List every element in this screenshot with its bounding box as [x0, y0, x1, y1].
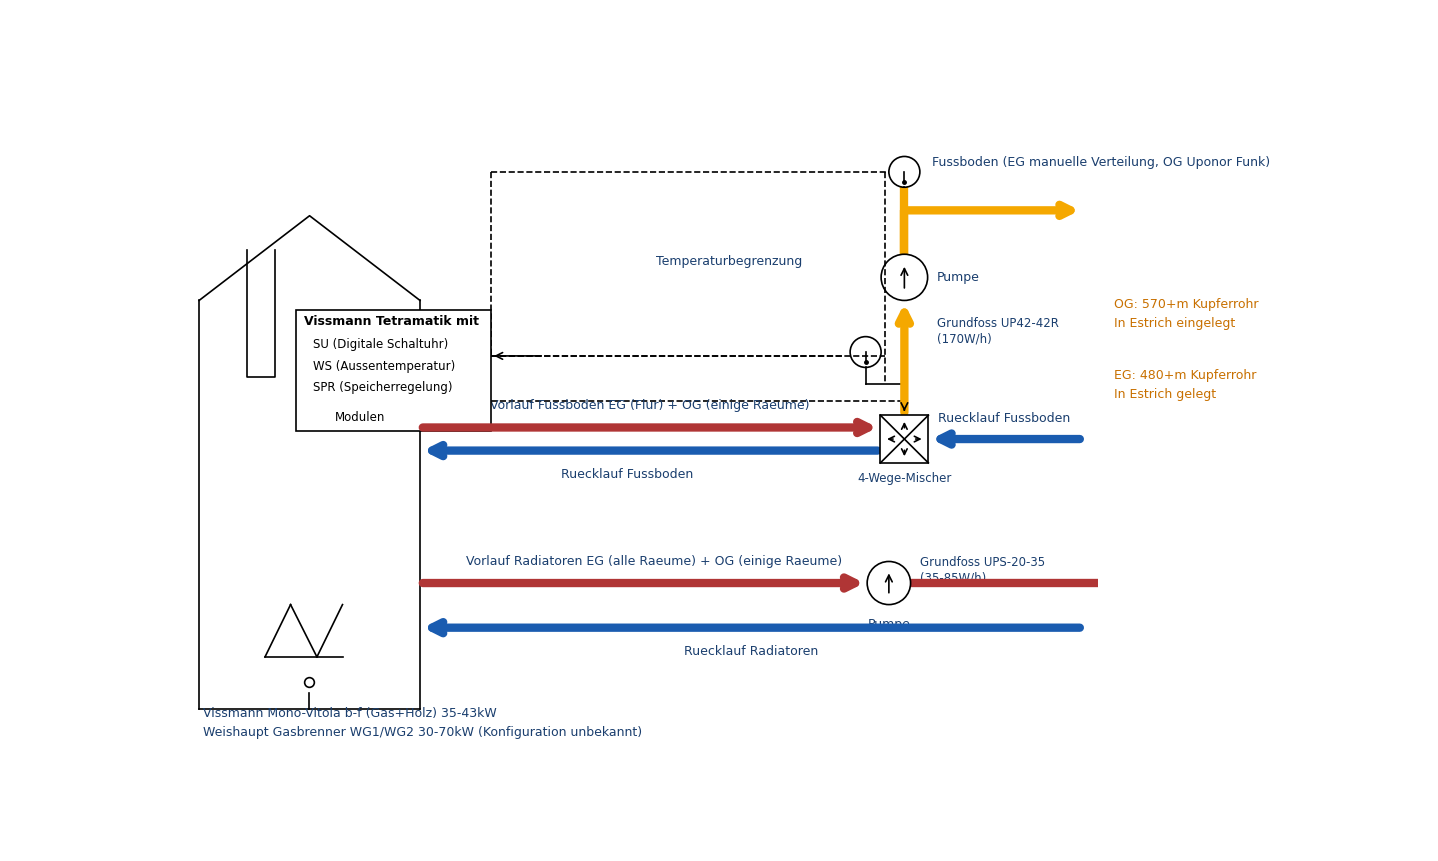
Text: 4-Wege-Mischer: 4-Wege-Mischer — [857, 472, 952, 485]
FancyBboxPatch shape — [296, 310, 492, 431]
Text: OG: 570+m Kupferrohr
In Estrich eingelegt: OG: 570+m Kupferrohr In Estrich eingeleg… — [1113, 298, 1258, 330]
Text: Ruecklauf Radiatoren: Ruecklauf Radiatoren — [684, 645, 818, 658]
Text: EG: 480+m Kupferrohr
In Estrich gelegt: EG: 480+m Kupferrohr In Estrich gelegt — [1113, 369, 1255, 401]
Text: Pumpe: Pumpe — [867, 618, 910, 631]
Text: Vorlauf Fussboden EG (Flur) + OG (einige Raeume): Vorlauf Fussboden EG (Flur) + OG (einige… — [490, 400, 810, 412]
Text: Vorlauf Radiatoren EG (alle Raeume) + OG (einige Raeume): Vorlauf Radiatoren EG (alle Raeume) + OG… — [466, 554, 843, 567]
Text: Vissmann Tetramatik mit: Vissmann Tetramatik mit — [303, 315, 479, 328]
Text: WS (Aussentemperatur): WS (Aussentemperatur) — [313, 360, 456, 373]
Text: Temperaturbegrenzung: Temperaturbegrenzung — [656, 256, 802, 269]
Text: SPR (Speicherregelung): SPR (Speicherregelung) — [313, 381, 453, 394]
Text: Grundfoss UP42-42R
(170W/h): Grundfoss UP42-42R (170W/h) — [938, 318, 1058, 345]
Text: Fussboden (EG manuelle Verteilung, OG Uponor Funk): Fussboden (EG manuelle Verteilung, OG Up… — [932, 156, 1270, 169]
Text: Modulen: Modulen — [335, 411, 385, 424]
Bar — [880, 415, 929, 463]
Text: Grundfoss UPS-20-35
(35-85W/h): Grundfoss UPS-20-35 (35-85W/h) — [920, 556, 1045, 584]
Text: SU (Digitale Schaltuhr): SU (Digitale Schaltuhr) — [313, 338, 449, 351]
Text: Ruecklauf Fussboden: Ruecklauf Fussboden — [938, 412, 1070, 425]
Text: Vissmann Mono-Vitola b-f (Gas+Holz) 35-43kW
Weishaupt Gasbrenner WG1/WG2 30-70kW: Vissmann Mono-Vitola b-f (Gas+Holz) 35-4… — [203, 708, 643, 740]
Text: Pumpe: Pumpe — [938, 271, 979, 284]
Text: Ruecklauf Fussboden: Ruecklauf Fussboden — [561, 468, 693, 480]
